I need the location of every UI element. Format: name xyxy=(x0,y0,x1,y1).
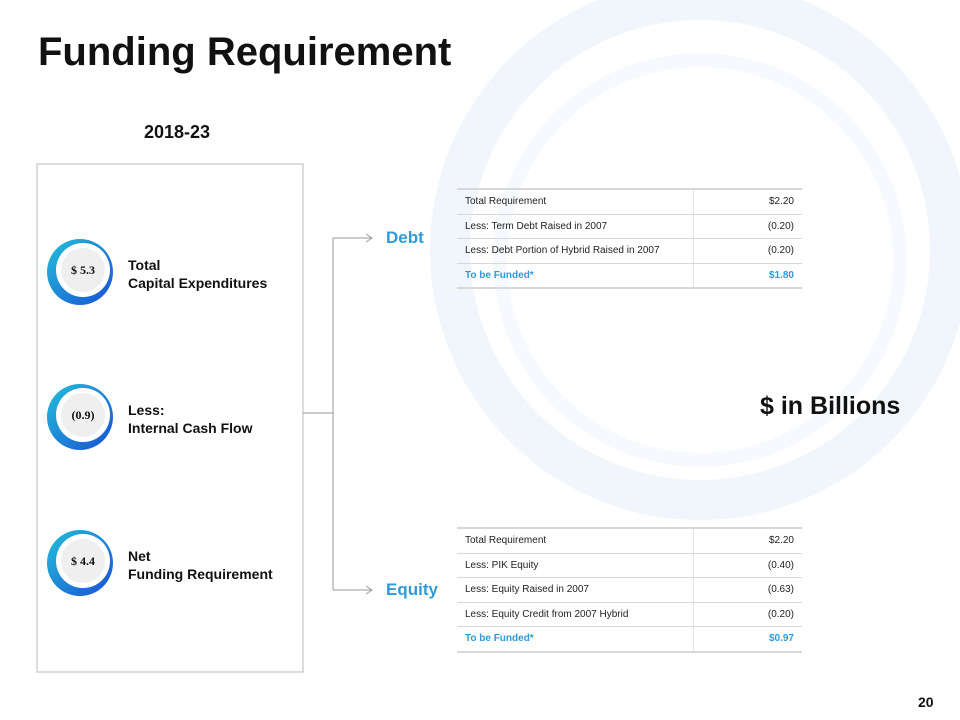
item-label-line: Capital Expenditures xyxy=(128,275,268,291)
table-cell: $1.80 xyxy=(693,263,802,289)
table-row: Less: Term Debt Raised in 2007 (0.20) xyxy=(457,214,802,239)
table-row: Total Requirement $2.20 xyxy=(457,527,802,554)
table-row: To be Funded* $1.80 xyxy=(457,263,802,289)
ring-core xyxy=(61,393,105,437)
table-cell: $0.97 xyxy=(693,626,802,653)
branch-label: Debt xyxy=(386,228,424,247)
funding-table: Total Requirement $2.20 Less: Term Debt Ra… xyxy=(457,188,802,289)
table-cell: (0.20) xyxy=(693,602,802,627)
table-cell: (0.40) xyxy=(693,553,802,578)
table-cell: Less: Equity Raised in 2007 xyxy=(457,577,694,603)
table-row: Less: Equity Raised in 2007 (0.63) xyxy=(457,577,802,603)
table-row: Less: Equity Credit from 2007 Hybrid (0.2… xyxy=(457,602,802,627)
table-cell: Total Requirement xyxy=(457,527,694,554)
table-cell: To be Funded* xyxy=(457,626,694,653)
table-cell: Less: Debt Portion of Hybrid Raised in 2… xyxy=(457,238,694,264)
item-label: Less: Internal Cash Flow xyxy=(128,401,252,437)
item-value: (0.9) xyxy=(72,408,95,422)
table-cell: $2.20 xyxy=(693,188,802,215)
table-cell: Total Requirement xyxy=(457,188,694,215)
table-row: Less: Debt Portion of Hybrid Raised in 2… xyxy=(457,238,802,264)
bg-ring xyxy=(430,0,960,520)
table-row: Less: PIK Equity (0.40) xyxy=(457,553,802,578)
table-cell: (0.20) xyxy=(693,214,802,239)
funding-table: Total Requirement $2.20 Less: PIK Equity (0… xyxy=(457,527,802,653)
table-cell: Less: Equity Credit from 2007 Hybrid xyxy=(457,602,694,627)
ring-core xyxy=(61,539,105,583)
table-cell: Less: PIK Equity xyxy=(457,553,694,578)
table-cell: (0.20) xyxy=(693,238,802,264)
item-value: $ 4.4 xyxy=(71,554,95,568)
title: Funding Requirement xyxy=(38,30,452,74)
table-row: To be Funded* $0.97 xyxy=(457,626,802,653)
item-label-line: Net xyxy=(128,548,151,564)
page-number: 20 xyxy=(918,694,934,710)
period: 2018-23 xyxy=(144,122,211,142)
table-row: Total Requirement $2.20 xyxy=(457,188,802,215)
ring-core xyxy=(61,248,105,292)
item-label-line: Total xyxy=(128,257,161,273)
item-label-line: Less: xyxy=(128,402,165,418)
table-cell: To be Funded* xyxy=(457,263,694,289)
item-label: Net Funding Requirement xyxy=(128,547,273,583)
connector xyxy=(303,233,373,595)
table-cell: $2.20 xyxy=(693,527,802,554)
table-cell: (0.63) xyxy=(693,577,802,603)
table-cell: Less: Term Debt Raised in 2007 xyxy=(457,214,694,239)
item-label: Total Capital Expenditures xyxy=(128,256,267,292)
branch-label: Equity xyxy=(386,580,438,599)
item-value: $ 5.3 xyxy=(71,263,95,277)
item-label-line: Funding Requirement xyxy=(128,566,273,582)
units: $ in Billions xyxy=(760,392,901,420)
item-label-line: Internal Cash Flow xyxy=(128,420,253,436)
